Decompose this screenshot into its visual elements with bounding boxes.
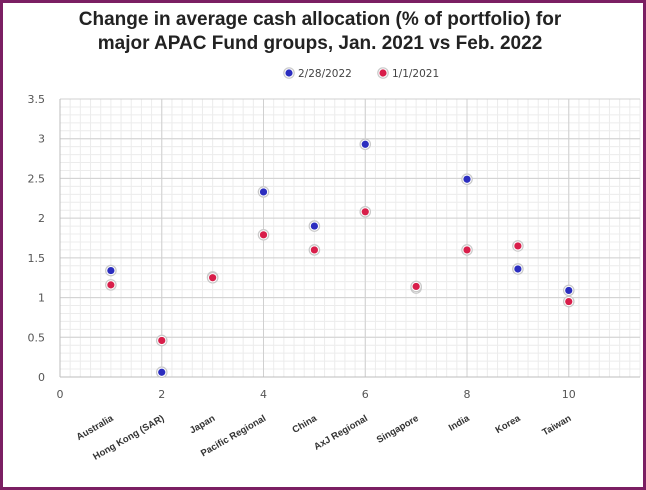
point-2022	[461, 173, 473, 186]
chart-title-line1: Change in average cash allocation (% of …	[78, 9, 562, 30]
point-2022	[105, 264, 117, 277]
y-tick-label: 1	[38, 292, 45, 305]
y-tick-label: 0.5	[28, 331, 46, 344]
category-label: Taiwan	[540, 413, 573, 438]
chart-title: Change in average cash allocation (% of …	[0, 8, 640, 56]
category-label: Singapore	[375, 413, 421, 446]
y-tick-label: 3	[38, 133, 45, 146]
y-tick-label: 3.5	[28, 93, 46, 106]
point-2021	[512, 240, 524, 252]
category-label: Korea	[494, 413, 523, 436]
point-2022	[155, 366, 168, 379]
x-tick-label: 0	[57, 388, 64, 401]
x-tick-label: 6	[362, 388, 369, 401]
point-2021	[562, 295, 575, 308]
point-2021	[206, 271, 219, 284]
y-tick-label: 2.5	[28, 172, 46, 185]
y-tick-label: 0	[38, 371, 45, 384]
point-2022	[257, 186, 270, 198]
point-2021	[308, 244, 321, 256]
category-label: Australia	[75, 413, 116, 443]
category-label: India	[447, 413, 472, 434]
legend-marker	[283, 67, 295, 79]
point-2022	[562, 284, 575, 297]
point-2022	[359, 138, 372, 151]
point-2021	[410, 280, 422, 293]
y-tick-label: 2	[38, 212, 45, 225]
category-label: China	[291, 413, 320, 436]
legend-label: 1/1/2021	[392, 68, 439, 80]
legend-marker	[377, 67, 389, 79]
point-2021	[105, 279, 117, 291]
category-label: Japan	[188, 413, 217, 436]
x-tick-label: 8	[464, 388, 471, 401]
chart-title-line2: major APAC Fund groups, Jan. 2021 vs Feb…	[97, 33, 543, 54]
category-label: AxJ Regional	[312, 413, 370, 453]
point-2022	[308, 220, 321, 232]
legend-label: 2/28/2022	[298, 68, 352, 80]
point-2021	[461, 244, 473, 256]
point-2021	[359, 205, 372, 218]
y-tick-label: 1.5	[28, 252, 46, 265]
point-2021	[257, 229, 270, 241]
point-2022	[512, 263, 524, 275]
x-tick-label: 4	[260, 388, 267, 401]
x-tick-label: 10	[562, 388, 576, 401]
point-2021	[155, 334, 168, 347]
x-tick-label: 2	[158, 388, 165, 401]
